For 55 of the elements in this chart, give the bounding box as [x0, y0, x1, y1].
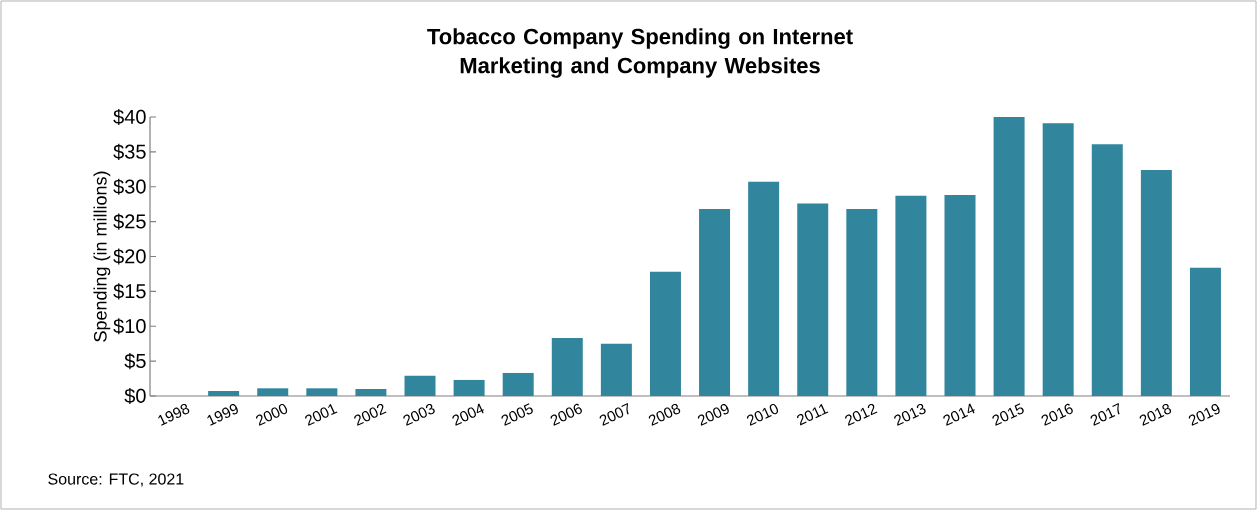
y-axis-title: Spending (in millions): [93, 171, 111, 342]
x-tick-label: 1998: [158, 403, 190, 426]
bar: [1091, 144, 1123, 396]
x-tick-label: 2012: [845, 403, 878, 426]
y-tick-label: $15: [113, 283, 146, 300]
bar: [993, 116, 1025, 396]
bar: [649, 271, 681, 396]
y-tick-label: $25: [113, 213, 146, 230]
x-tick-label: 2016: [1041, 403, 1073, 426]
bar: [1189, 267, 1221, 396]
x-tick-label: 2009: [697, 404, 729, 426]
x-tick-label: 2019: [1188, 404, 1220, 426]
x-tick-label: 2004: [452, 403, 484, 426]
y-tick-label: $0: [124, 387, 146, 405]
bar: [846, 209, 878, 396]
bar: [551, 338, 583, 396]
x-tick-label: 2011: [797, 404, 829, 426]
x-tick-label: 2006: [550, 403, 582, 426]
x-tick-label: 2017: [1090, 403, 1120, 426]
x-tick-label: 1999: [207, 404, 238, 426]
bar: [748, 181, 780, 396]
bar: [944, 195, 976, 396]
x-tick-label: 2003: [403, 403, 435, 426]
bar: [257, 388, 289, 396]
bar: [306, 388, 338, 396]
bar: [502, 372, 534, 396]
x-tick-label: 2014: [943, 403, 975, 426]
bar: [895, 195, 927, 396]
bar: [208, 391, 240, 396]
bar: [699, 209, 731, 396]
bar: [1140, 170, 1172, 396]
bar: [600, 343, 632, 396]
bar: [355, 389, 387, 396]
y-tick-label: $10: [113, 318, 146, 335]
source-note: Source: FTC, 2021: [48, 473, 184, 487]
bar: [453, 379, 485, 396]
y-tick-label: $40: [113, 108, 146, 126]
x-tick-label: 2010: [746, 403, 779, 426]
x-tick-label: 2000: [256, 403, 288, 426]
y-tick-label: $30: [113, 178, 146, 195]
bar: [1042, 123, 1074, 396]
bar: [797, 203, 829, 396]
y-tick-label: $20: [113, 248, 146, 265]
chart-title: Tobacco Company Spending on Internet Marketing and Company Websites: [427, 28, 853, 78]
x-tick-label: 2001: [305, 404, 338, 426]
bar: [404, 375, 436, 396]
x-tick-label: 2008: [648, 403, 681, 426]
y-tick-label: $35: [113, 143, 146, 160]
x-tick-label: 2002: [354, 403, 387, 426]
x-tick-label: 2005: [501, 403, 533, 426]
x-tick-label: 2013: [894, 403, 926, 426]
y-tick-label: $5: [124, 353, 146, 370]
x-tick-label: 2015: [992, 403, 1024, 426]
x-tick-label: 2007: [599, 403, 629, 426]
x-tick-label: 2018: [1139, 403, 1172, 426]
